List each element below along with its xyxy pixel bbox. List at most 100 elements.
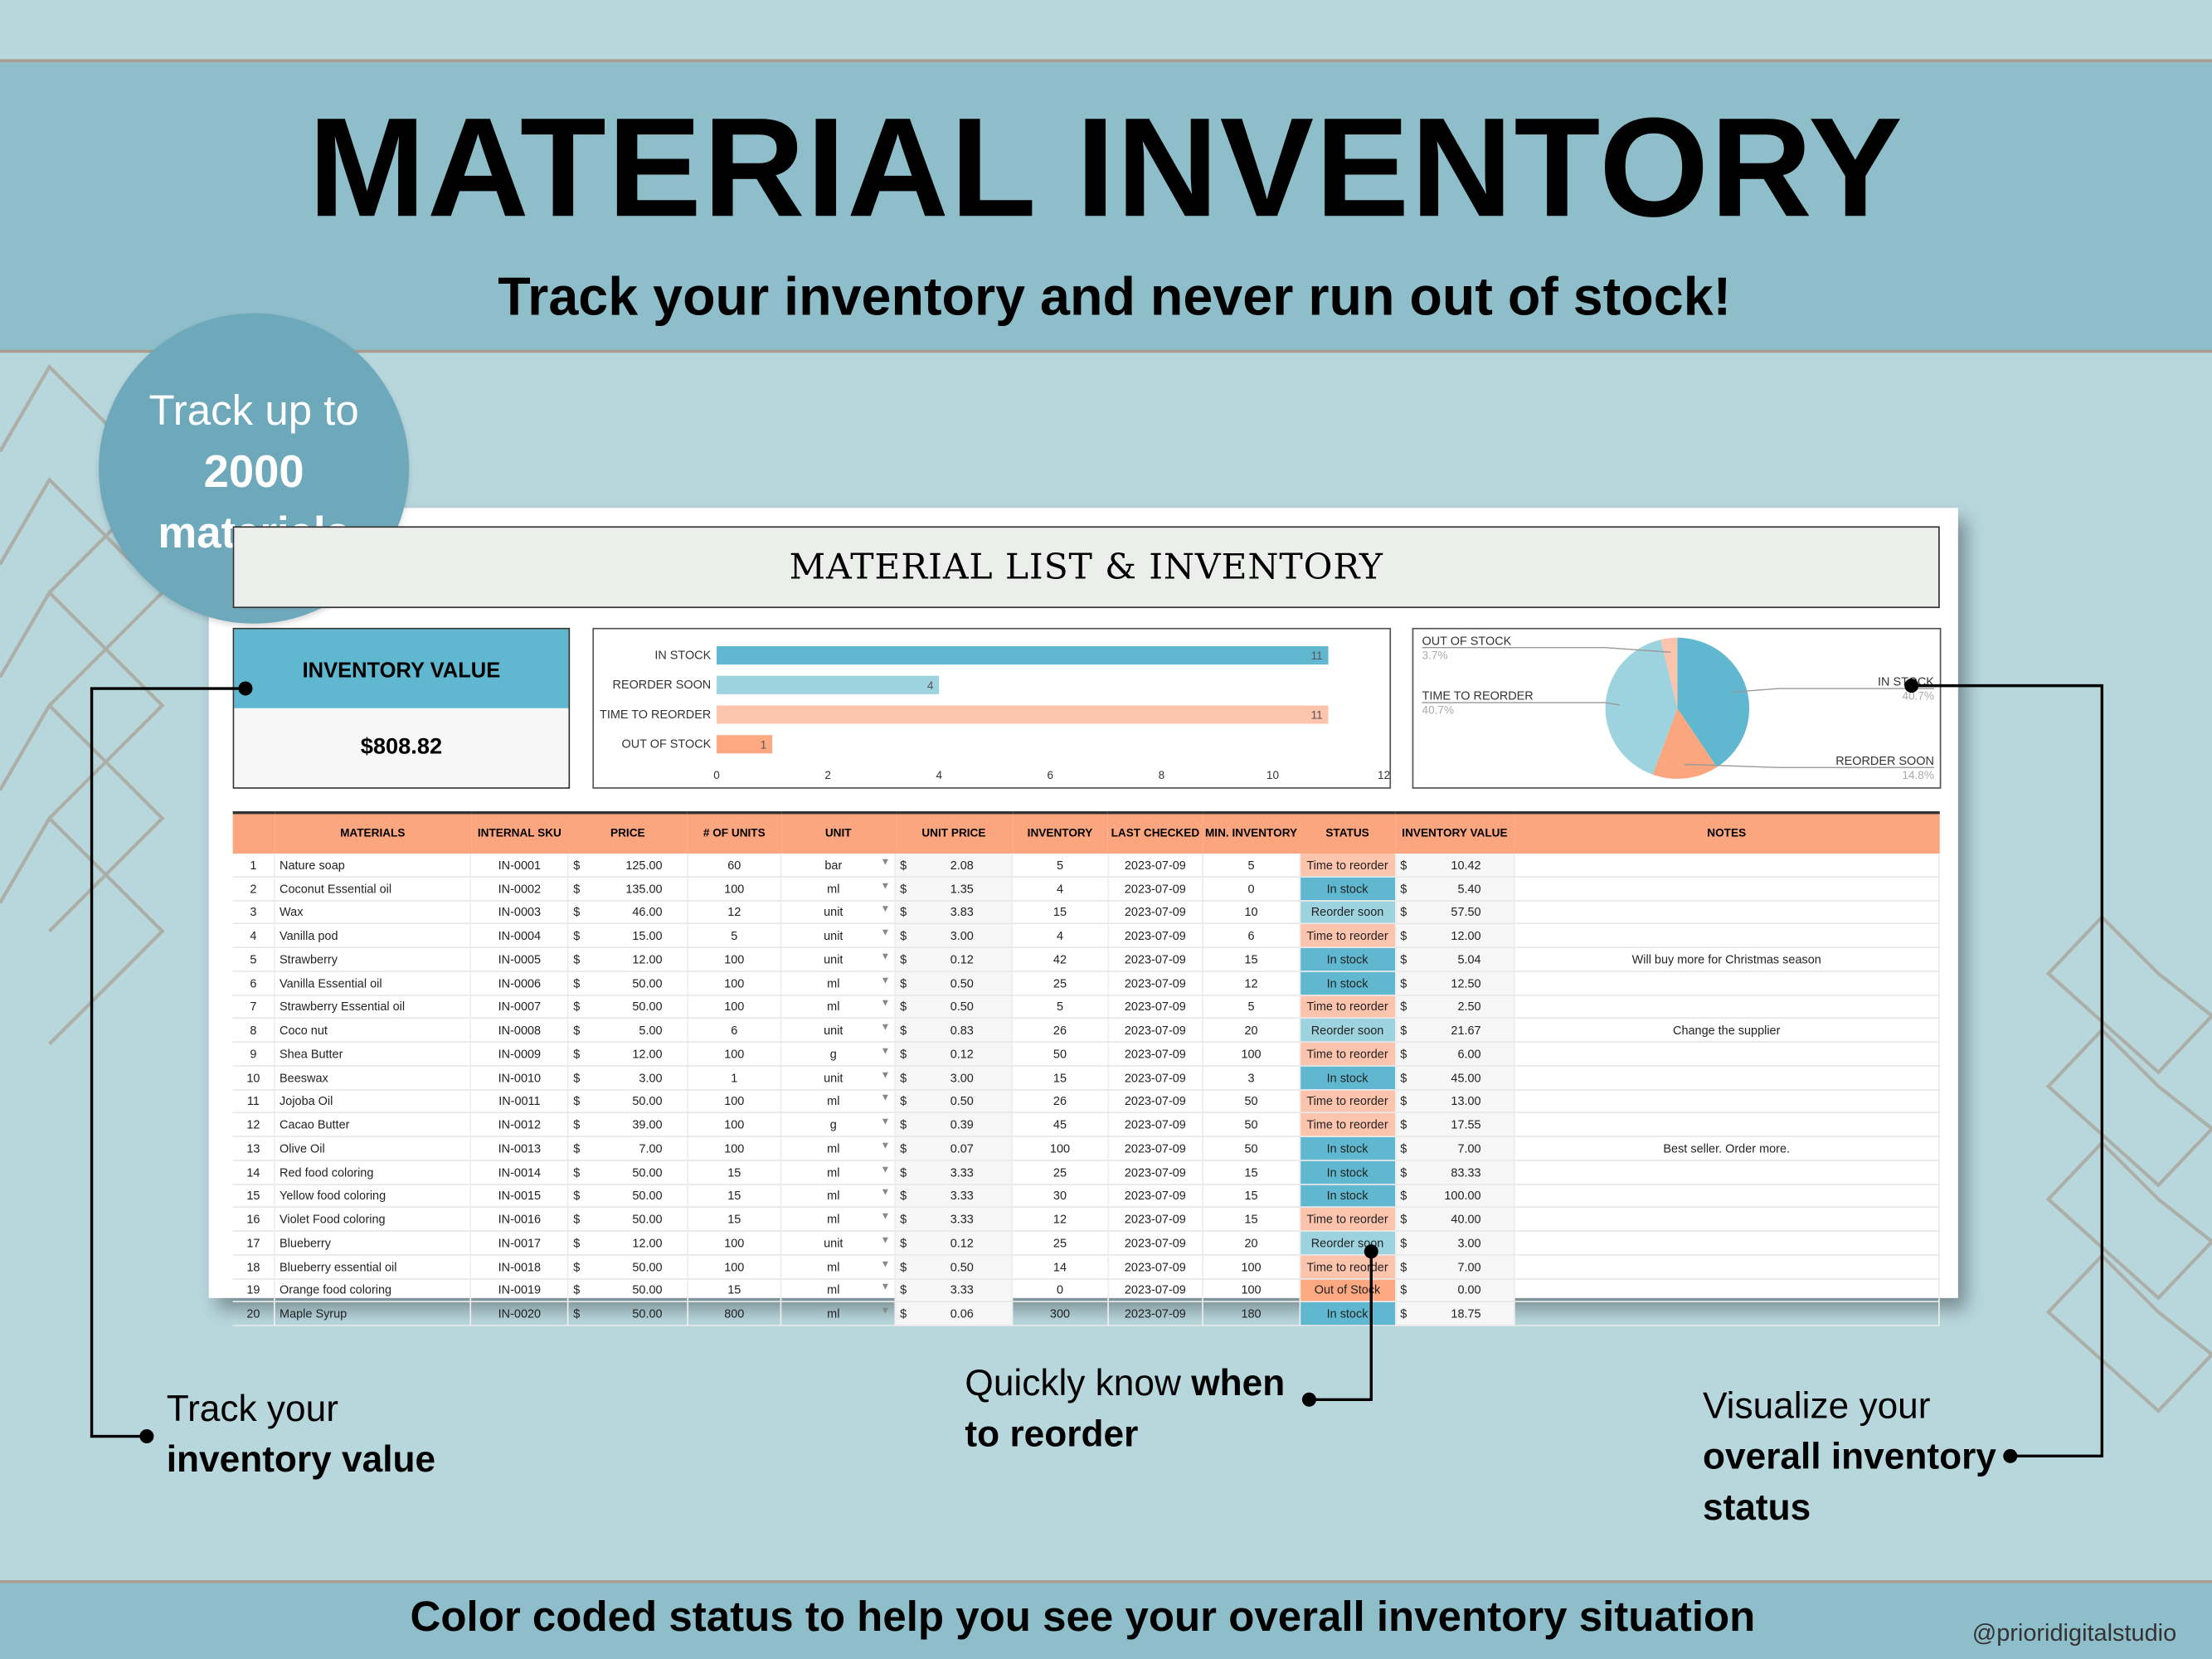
column-header: LAST CHECKED: [1107, 812, 1203, 854]
row-number: 1: [232, 854, 275, 878]
sku: IN-0009: [470, 1042, 570, 1067]
table-row[interactable]: 20 Maple Syrup IN-0020 $50.00 800 ml ▼ $0.06 300…: [232, 1301, 1940, 1326]
units: 15: [687, 1207, 783, 1232]
table-row[interactable]: 18 Blueberry essential oil IN-0018 $50.00 10…: [232, 1254, 1940, 1279]
unit-dropdown[interactable]: ml ▼: [781, 1184, 897, 1209]
author-handle: @prioridigitalstudio: [1971, 1619, 2177, 1647]
table-row[interactable]: 11 Jojoba Oil IN-0011 $50.00 100 ml ▼ $0.50 26 20…: [232, 1089, 1940, 1114]
column-header: INVENTORY: [1012, 812, 1108, 854]
price: $50.00: [568, 1278, 688, 1303]
inventory-value: $12.50: [1395, 971, 1515, 995]
inventory: 5: [1012, 854, 1109, 878]
table-row[interactable]: 2 Coconut Essential oil IN-0002 $135.00 100 m…: [232, 876, 1940, 902]
row-number: 13: [232, 1136, 275, 1161]
table-row[interactable]: 14 Red food coloring IN-0014 $50.00 15 ml ▼ $3.…: [232, 1160, 1940, 1185]
last-checked: 2023-07-09: [1107, 1207, 1204, 1232]
unit-dropdown[interactable]: ml ▼: [781, 1160, 897, 1185]
table-row[interactable]: 15 Yellow food coloring IN-0015 $50.00 15 ml ▼…: [232, 1184, 1940, 1209]
page-subtitle: Track your inventory and never run out o…: [498, 268, 1732, 328]
inventory-value: $83.33: [1395, 1160, 1515, 1185]
row-number: 15: [232, 1184, 275, 1209]
unit-dropdown[interactable]: g ▼: [781, 1112, 897, 1137]
table-row[interactable]: 7 Strawberry Essential oil IN-0007 $50.00 10…: [232, 995, 1940, 1019]
table-row[interactable]: 17 Blueberry IN-0017 $12.00 100 unit ▼ $0.12 25 2…: [232, 1231, 1940, 1256]
unit-dropdown[interactable]: ml ▼: [781, 1301, 897, 1326]
pie-slice: [1605, 640, 1678, 775]
table-row[interactable]: 1 Nature soap IN-0001 $125.00 60 bar ▼ $2.08 5 20…: [232, 854, 1940, 878]
sku: IN-0019: [470, 1278, 570, 1303]
status-badge: Time to reorder: [1299, 923, 1397, 948]
sku: IN-0013: [470, 1136, 570, 1161]
last-checked: 2023-07-09: [1107, 1278, 1204, 1303]
inventory: 25: [1012, 1160, 1109, 1185]
notes: [1514, 1278, 1940, 1303]
sku: IN-0015: [470, 1184, 570, 1209]
unit-dropdown[interactable]: ml ▼: [781, 971, 897, 995]
unit-dropdown[interactable]: unit ▼: [781, 1231, 897, 1256]
inventory-value: $17.55: [1395, 1112, 1515, 1137]
unit-dropdown[interactable]: unit ▼: [781, 923, 897, 948]
unit-dropdown[interactable]: bar ▼: [781, 854, 897, 878]
units: 15: [687, 1160, 783, 1185]
inventory-value-card: INVENTORY VALUE $808.82: [232, 627, 571, 789]
unit-dropdown[interactable]: unit ▼: [781, 900, 897, 925]
unit-dropdown[interactable]: ml ▼: [781, 995, 897, 1019]
unit-dropdown[interactable]: ml ▼: [781, 1089, 897, 1114]
unit-dropdown[interactable]: ml ▼: [781, 1136, 897, 1161]
callout-text-bold: overall inventory: [1702, 1434, 1996, 1477]
status-badge: Reorder soon: [1299, 1018, 1397, 1043]
table-row[interactable]: 6 Vanilla Essential oil IN-0006 $50.00 100 ml…: [232, 971, 1940, 995]
table-row[interactable]: 3 Wax IN-0003 $46.00 12 unit ▼ $3.83 15 2023-07-0…: [232, 900, 1940, 925]
last-checked: 2023-07-09: [1107, 1231, 1204, 1256]
table-row[interactable]: 12 Cacao Butter IN-0012 $39.00 100 g ▼ $0.39 45 2…: [232, 1112, 1940, 1137]
unit-dropdown[interactable]: ml ▼: [781, 1278, 897, 1303]
table-row[interactable]: 8 Coco nut IN-0008 $5.00 6 unit ▼ $0.83 26 2023-0…: [232, 1018, 1940, 1043]
inventory: 300: [1012, 1301, 1109, 1326]
table-row[interactable]: 16 Violet Food coloring IN-0016 $50.00 15 ml ▼…: [232, 1207, 1940, 1232]
x-tick-label: 2: [824, 769, 831, 781]
sku: IN-0017: [470, 1231, 570, 1256]
material-name: Olive Oil: [275, 1136, 472, 1161]
sku: IN-0018: [470, 1254, 570, 1279]
table-row[interactable]: 5 Strawberry IN-0005 $12.00 100 unit ▼ $0.12 42 2…: [232, 947, 1940, 972]
unit-dropdown[interactable]: g ▼: [781, 1042, 897, 1067]
row-number: 17: [232, 1231, 275, 1256]
table-row[interactable]: 4 Vanilla pod IN-0004 $15.00 5 unit ▼ $3.00 4 202…: [232, 923, 1940, 948]
unit-dropdown[interactable]: ml ▼: [781, 1254, 897, 1279]
min-inventory: 5: [1203, 854, 1300, 878]
price: $5.00: [568, 1018, 688, 1043]
inventory: 15: [1012, 900, 1109, 925]
status-badge: Time to reorder: [1299, 854, 1397, 878]
last-checked: 2023-07-09: [1107, 1089, 1204, 1114]
row-number: 18: [232, 1254, 275, 1279]
units: 15: [687, 1278, 783, 1303]
status-badge: In stock: [1299, 1160, 1397, 1185]
table-row[interactable]: 19 Orange food coloring IN-0019 $50.00 15 ml ▼…: [232, 1278, 1940, 1303]
table-row[interactable]: 13 Olive Oil IN-0013 $7.00 100 ml ▼ $0.07 100 202…: [232, 1136, 1940, 1161]
sku: IN-0002: [470, 876, 570, 902]
row-number: 9: [232, 1042, 275, 1067]
min-inventory: 180: [1203, 1301, 1300, 1326]
callout-text: Track your: [166, 1386, 338, 1430]
unit-dropdown[interactable]: unit ▼: [781, 1018, 897, 1043]
material-name: Vanilla pod: [275, 923, 472, 948]
table-row[interactable]: 9 Shea Butter IN-0009 $12.00 100 g ▼ $0.12 50 202…: [232, 1042, 1940, 1067]
unit-dropdown[interactable]: ml ▼: [781, 876, 897, 902]
min-inventory: 15: [1203, 1184, 1300, 1209]
unit-dropdown[interactable]: unit ▼: [781, 1065, 897, 1090]
units: 100: [687, 1136, 783, 1161]
price: $135.00: [568, 876, 688, 902]
callout-inventory-value: Track your inventory value: [167, 1383, 435, 1484]
table-row[interactable]: 10 Beeswax IN-0010 $3.00 1 unit ▼ $3.00 15 2023-0…: [232, 1065, 1940, 1090]
min-inventory: 100: [1203, 1254, 1300, 1279]
pie-label: REORDER SOON: [1835, 755, 1934, 768]
unit-dropdown[interactable]: unit ▼: [781, 947, 897, 972]
unit-dropdown[interactable]: ml ▼: [781, 1207, 897, 1232]
column-header: MATERIALS: [275, 812, 471, 854]
sku: IN-0011: [470, 1089, 570, 1114]
notes: [1514, 971, 1940, 995]
last-checked: 2023-07-09: [1107, 995, 1204, 1019]
column-header: [232, 812, 275, 854]
sku: IN-0005: [470, 947, 570, 972]
